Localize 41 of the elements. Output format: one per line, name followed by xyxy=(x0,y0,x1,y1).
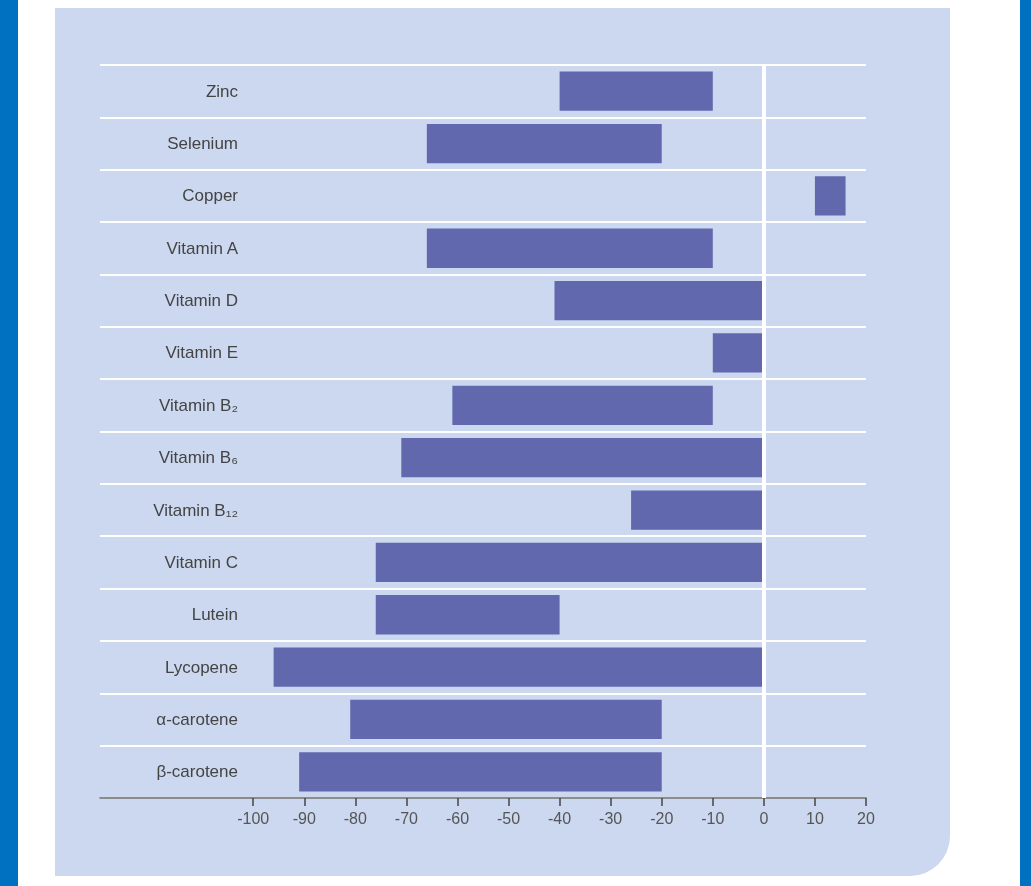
x-tick-label: -70 xyxy=(394,809,419,827)
bar xyxy=(631,490,764,530)
x-tick-label: -100 xyxy=(237,809,270,827)
bar xyxy=(426,123,662,164)
x-tick-label: -40 xyxy=(548,809,572,827)
y-tick-label: Selenium xyxy=(167,134,238,154)
x-tick-label: -60 xyxy=(445,809,470,827)
y-tick-label: Lycopene xyxy=(164,657,238,677)
bar xyxy=(426,228,713,268)
y-tick-label: Vitamin B₁₂ xyxy=(153,500,238,520)
y-tick-label: α-carotene xyxy=(156,709,238,729)
bar xyxy=(375,542,764,583)
y-tick-label: Zinc xyxy=(205,81,239,101)
x-tick-label: -10 xyxy=(701,809,725,827)
y-tick-label: Vitamin E xyxy=(165,343,238,363)
bar xyxy=(452,385,713,425)
x-tick-label: -20 xyxy=(650,809,674,827)
bar xyxy=(559,71,713,111)
bar xyxy=(554,280,764,321)
x-tick-label: -30 xyxy=(599,809,623,827)
y-tick-label: Vitamin B₂ xyxy=(158,395,238,415)
bar xyxy=(273,647,764,687)
x-tick-label: 0 xyxy=(759,809,769,827)
y-tick-label: Lutein xyxy=(191,605,238,625)
x-tick-label: -80 xyxy=(343,809,367,827)
bar xyxy=(814,176,846,216)
y-tick-label: Vitamin A xyxy=(166,238,239,258)
bar xyxy=(712,333,764,373)
y-tick-label: Copper xyxy=(182,186,239,206)
bar xyxy=(299,752,662,792)
y-tick-label: β-carotene xyxy=(156,762,238,782)
bar xyxy=(401,438,764,478)
bar xyxy=(350,699,662,740)
x-tick-label: -90 xyxy=(292,809,316,827)
bar xyxy=(375,595,560,635)
y-tick-label: Vitamin C xyxy=(164,552,238,572)
x-tick-label: -50 xyxy=(496,809,521,827)
y-tick-label: Vitamin D xyxy=(164,291,238,311)
x-tick-label: 10 xyxy=(806,809,824,827)
y-tick-label: Vitamin B₆ xyxy=(158,448,238,468)
x-tick-label: 20 xyxy=(857,809,875,827)
